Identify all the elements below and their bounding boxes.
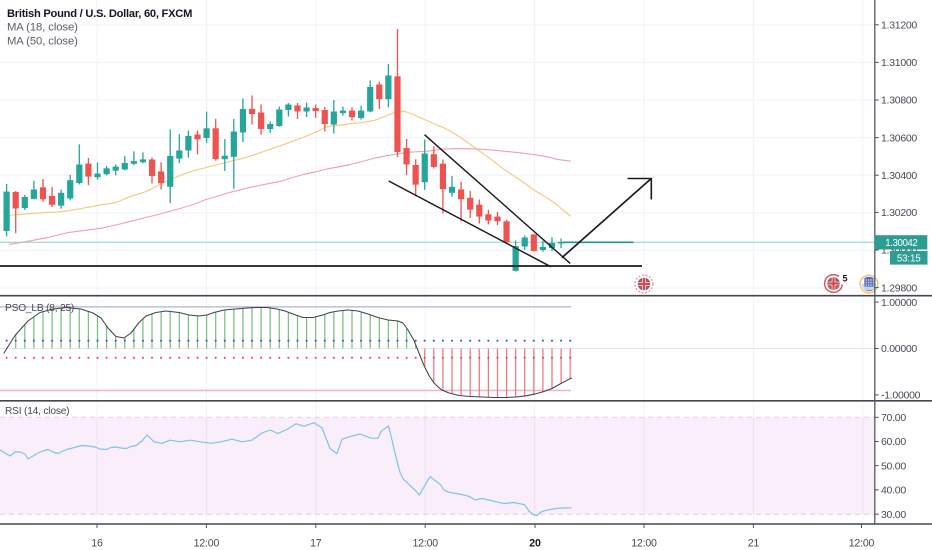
svg-text:21: 21: [748, 538, 760, 550]
svg-text:12:00: 12:00: [849, 538, 875, 550]
svg-text:1.30400: 1.30400: [881, 170, 917, 182]
svg-text:1.31000: 1.31000: [881, 57, 917, 69]
svg-text:70.00: 70.00: [881, 412, 906, 424]
svg-text:British Pound / U.S. Dollar, 6: British Pound / U.S. Dollar, 60, FXCM: [7, 8, 192, 20]
svg-text:RSI (14, close): RSI (14, close): [5, 406, 69, 417]
svg-text:12:00: 12:00: [194, 538, 220, 550]
svg-text:30.00: 30.00: [881, 509, 906, 521]
svg-text:17: 17: [310, 538, 322, 550]
svg-text:1.00000: 1.00000: [881, 297, 917, 309]
svg-text:1.30800: 1.30800: [881, 95, 917, 107]
svg-text:1.31200: 1.31200: [881, 20, 917, 32]
svg-text:40.00: 40.00: [881, 485, 906, 497]
svg-text:12:00: 12:00: [412, 538, 438, 550]
svg-text:12:00: 12:00: [631, 538, 657, 550]
svg-text:5: 5: [843, 274, 848, 284]
svg-text:-1.00000: -1.00000: [881, 390, 921, 402]
svg-text:20: 20: [529, 538, 541, 550]
svg-text:60.00: 60.00: [881, 436, 906, 448]
svg-text:1.30200: 1.30200: [881, 207, 917, 219]
svg-text:1.30042: 1.30042: [885, 238, 917, 249]
svg-text:0.00000: 0.00000: [881, 343, 917, 355]
svg-text:MA (50, close): MA (50, close): [7, 36, 78, 48]
svg-text:53:15: 53:15: [897, 253, 921, 264]
svg-text:PSO_LB (8, 25): PSO_LB (8, 25): [5, 303, 74, 314]
svg-text:16: 16: [91, 538, 103, 550]
svg-text:MA (18, close): MA (18, close): [7, 22, 78, 34]
svg-text:1.29800: 1.29800: [881, 282, 917, 294]
svg-text:50.00: 50.00: [881, 460, 906, 472]
svg-text:1.30600: 1.30600: [881, 132, 917, 144]
